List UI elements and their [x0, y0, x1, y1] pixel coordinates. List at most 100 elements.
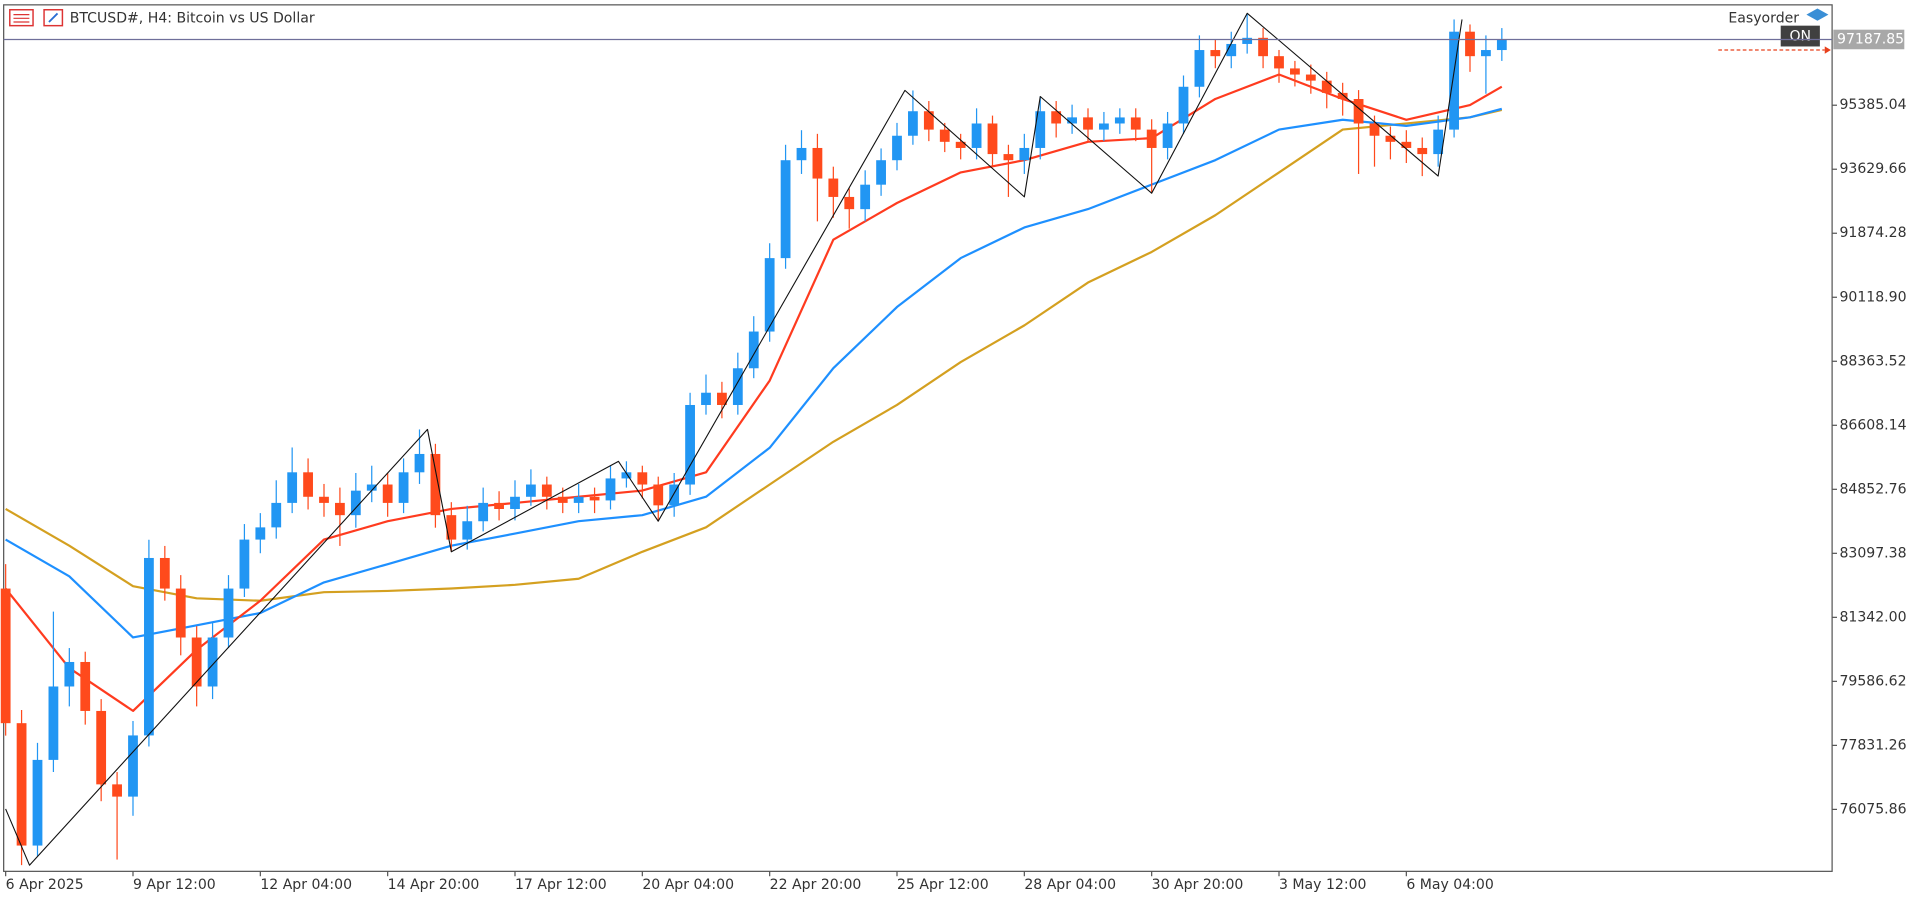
- y-tick-label: 95385.04: [1839, 97, 1906, 113]
- candle-body: [271, 502, 282, 528]
- y-tick-label: 76075.86: [1839, 801, 1906, 817]
- candle-body: [1305, 74, 1316, 81]
- candle-body: [669, 484, 680, 506]
- app-icons: [9, 9, 64, 27]
- x-tick-label: 14 Apr 20:00: [388, 877, 480, 893]
- candle-body: [64, 661, 75, 687]
- candle-body: [223, 588, 234, 638]
- plugin-icon[interactable]: [1806, 8, 1829, 21]
- candle-body: [780, 160, 791, 259]
- candle-body: [717, 392, 727, 405]
- y-tick-label: 79586.62: [1839, 673, 1906, 689]
- candle-body: [701, 392, 711, 405]
- candle-body: [287, 472, 298, 503]
- candle-body: [1210, 50, 1221, 57]
- candle-body: [1258, 37, 1268, 57]
- candle-body: [621, 472, 632, 479]
- icon-stroke: [48, 12, 59, 23]
- candle-body: [748, 331, 759, 369]
- candle-body: [478, 502, 489, 522]
- candle-body: [430, 453, 441, 516]
- x-tick-label: 6 Apr 2025: [6, 877, 84, 893]
- order-arrow: [1824, 46, 1831, 54]
- candle-body: [573, 496, 584, 503]
- candle-body: [1178, 86, 1189, 124]
- candle-body: [144, 557, 154, 736]
- candle-body: [16, 723, 27, 846]
- candle-body: [526, 484, 536, 497]
- candle-body: [1433, 129, 1444, 155]
- candle-body: [557, 496, 568, 503]
- x-tick-label: 17 Apr 12:00: [515, 877, 607, 893]
- candle-body: [80, 661, 91, 711]
- toggle-label[interactable]: ON: [1789, 29, 1811, 45]
- candle-body: [494, 502, 504, 509]
- candle-body: [319, 496, 329, 503]
- y-tick-label: 81342.00: [1839, 609, 1906, 625]
- x-tick-label: 22 Apr 20:00: [770, 877, 862, 893]
- toggle-button[interactable]: [1780, 25, 1820, 47]
- candle-body: [1146, 129, 1157, 148]
- candle-body: [382, 484, 393, 503]
- candle-body: [1083, 117, 1093, 130]
- x-tick-label: 30 Apr 20:00: [1152, 877, 1244, 893]
- candle-body: [1385, 135, 1396, 142]
- candle-body: [923, 111, 934, 130]
- y-tick-label: 77831.26: [1839, 737, 1906, 753]
- candle-body: [1417, 147, 1428, 155]
- candle-body: [175, 588, 186, 638]
- candle-body: [128, 735, 138, 797]
- candle-body: [987, 123, 998, 155]
- candle-body: [1051, 111, 1062, 124]
- candle-body: [1449, 31, 1459, 130]
- candle-body: [732, 368, 743, 405]
- candle-body: [1114, 117, 1125, 124]
- candle-body: [796, 147, 807, 161]
- candle-body: [1035, 111, 1046, 148]
- y-tick-label: 91874.28: [1839, 225, 1906, 241]
- x-tick-label: 6 May 04:00: [1406, 877, 1494, 893]
- candle-body: [414, 453, 425, 473]
- candle-body: [510, 496, 520, 509]
- candle-body: [462, 521, 473, 540]
- candle-body: [446, 515, 457, 540]
- chart-title: BTCUSD#, H4: Bitcoin vs US Dollar: [70, 10, 315, 26]
- candle-body: [955, 141, 966, 148]
- candle-body: [828, 178, 839, 197]
- candle-body: [32, 759, 43, 846]
- candle-body: [1274, 56, 1284, 69]
- candle-body: [207, 637, 218, 687]
- candle-body: [1099, 123, 1109, 130]
- candle-body: [812, 147, 823, 179]
- candle-body: [1369, 123, 1380, 136]
- candle-body: [48, 686, 59, 760]
- x-tick-label: 25 Apr 12:00: [897, 877, 989, 893]
- candle-body: [892, 135, 902, 161]
- x-tick-label: 9 Apr 12:00: [133, 877, 216, 893]
- candle-body: [303, 472, 313, 497]
- y-tick-label: 93629.66: [1839, 161, 1906, 177]
- plugin-name: Easyorder: [1728, 10, 1799, 26]
- candle-body: [971, 123, 982, 148]
- candle-body: [541, 484, 552, 497]
- candle-body: [589, 496, 600, 501]
- candle-body: [1130, 117, 1141, 130]
- candle-body: [685, 404, 695, 485]
- candle-body: [1242, 37, 1253, 44]
- candle-body: [844, 196, 855, 210]
- candle-body: [908, 111, 918, 136]
- candle-body: [1337, 92, 1348, 100]
- x-tick-label: 12 Apr 04:00: [260, 877, 352, 893]
- zigzag: [5, 12, 1463, 866]
- candle-body: [1226, 43, 1237, 57]
- candle-body: [255, 527, 266, 540]
- candle-body: [605, 478, 616, 501]
- x-tick-label: 28 Apr 04:00: [1024, 877, 1116, 893]
- candles: [0, 13, 1507, 866]
- candle-body: [1496, 39, 1507, 51]
- x-tick-label: 3 May 12:00: [1279, 877, 1367, 893]
- candle-body: [0, 588, 11, 724]
- candle-body: [1194, 50, 1205, 87]
- candle-body: [96, 710, 107, 785]
- candle-body: [159, 557, 170, 589]
